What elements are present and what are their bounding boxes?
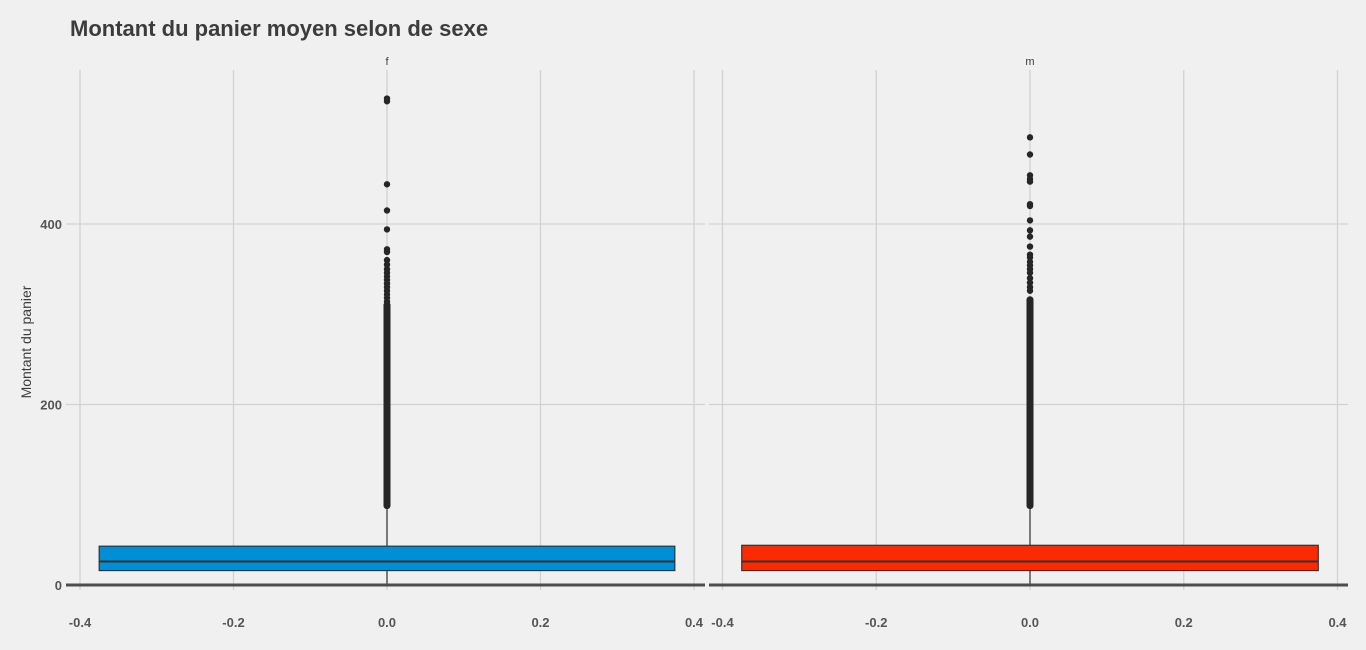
x-tick-label: -0.2 (865, 615, 887, 630)
outlier-cluster (1026, 296, 1034, 510)
outlier-point (1026, 227, 1034, 234)
outlier-point (383, 207, 391, 214)
outlier-point (1026, 269, 1034, 276)
outlier-point (1026, 233, 1034, 240)
x-tick-label: 0.0 (1021, 615, 1039, 630)
x-tick-label: -0.2 (222, 615, 244, 630)
outlier-cluster (383, 301, 391, 510)
outlier-point (1026, 243, 1034, 250)
outlier-point (1026, 134, 1034, 141)
box-f (98, 545, 676, 572)
outlier-point (383, 181, 391, 188)
facet-label: m (1025, 56, 1034, 68)
outlier-point (383, 226, 391, 233)
box-m (741, 544, 1319, 572)
y-tick-label: 0 (55, 578, 62, 593)
panel-m: m -0.4 -0.2 0.0 0.2 0.4 (709, 56, 1348, 630)
outlier-point (1026, 287, 1034, 294)
y-tick-label: 400 (40, 217, 62, 232)
x-tick-label: 0.2 (1175, 615, 1193, 630)
outlier-point (383, 256, 391, 264)
x-tick-label: 0.0 (378, 615, 396, 630)
outlier-point (1026, 217, 1034, 224)
panel-f: f -0.4 -0.2 0.0 0.2 0.4 (66, 56, 705, 630)
outlier-point (1026, 254, 1034, 261)
outlier-point (1026, 151, 1034, 158)
outlier-point (1026, 279, 1034, 286)
x-tick-label: 0.4 (685, 615, 704, 630)
y-tick-label: 200 (40, 398, 62, 413)
y-axis-label: Montant du panier (18, 285, 34, 398)
outlier-point (1026, 274, 1034, 282)
outlier-point (383, 95, 391, 102)
outlier-point (383, 261, 391, 268)
outlier-point (383, 248, 391, 256)
outlier-point (1026, 178, 1034, 185)
facet-label: f (385, 56, 389, 68)
x-tick-label: 0.4 (1328, 615, 1347, 630)
outlier-point (1026, 202, 1034, 210)
x-tick-label: -0.4 (711, 615, 734, 630)
chart-title: Montant du panier moyen selon de sexe (70, 16, 488, 41)
outlier-point (383, 298, 391, 305)
x-tick-label: 0.2 (531, 615, 549, 630)
plot-area: f -0.4 -0.2 0.0 0.2 0.4 m -0.4 -0.2 0.0 0.2 0.4 0 200… (40, 56, 1348, 630)
x-tick-label: -0.4 (69, 615, 92, 630)
